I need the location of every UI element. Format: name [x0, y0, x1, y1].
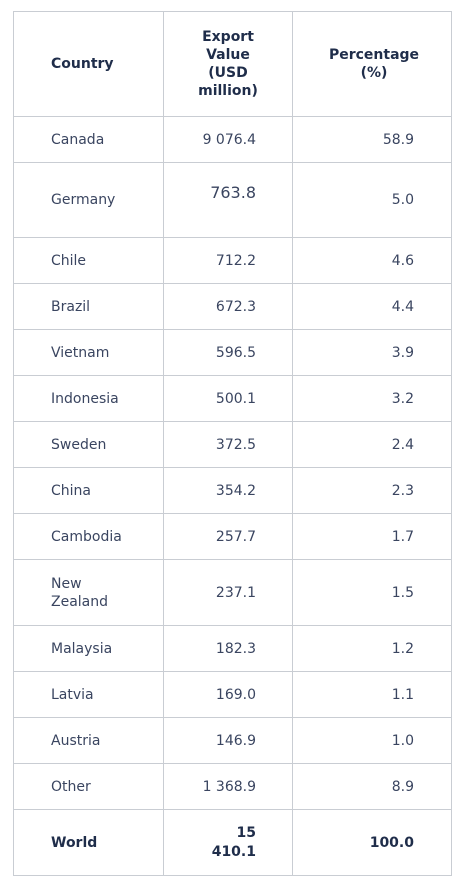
- cell-percentage: 3.9: [292, 329, 452, 376]
- table-row: China 354.2 2.3: [13, 467, 452, 514]
- cell-export-value: 354.2: [163, 467, 293, 514]
- cell-export-value: 763.8: [163, 162, 293, 238]
- cell-export-value: 712.2: [163, 237, 293, 284]
- cell-country: Cambodia: [13, 513, 164, 560]
- cell-total-label: World: [13, 809, 164, 876]
- cell-percentage: 1.0: [292, 717, 452, 764]
- export-table: Country Export Value (USD million) Perce…: [13, 11, 452, 876]
- header-export-value-line: Value: [206, 47, 250, 63]
- cell-country-line: New: [51, 575, 82, 592]
- cell-percentage: 5.0: [292, 162, 452, 238]
- cell-export-value: 146.9: [163, 717, 293, 764]
- cell-country: Indonesia: [13, 375, 164, 422]
- table-row: Malaysia 182.3 1.2: [13, 625, 452, 672]
- cell-total-percentage: 100.0: [292, 809, 452, 876]
- cell-percentage: 4.6: [292, 237, 452, 284]
- cell-total-value-line: 15: [236, 824, 256, 841]
- cell-country: Latvia: [13, 671, 164, 718]
- cell-export-value: 257.7: [163, 513, 293, 560]
- cell-country: Canada: [13, 116, 164, 163]
- cell-percentage: 3.2: [292, 375, 452, 422]
- header-export-value: Export Value (USD million): [163, 11, 293, 117]
- header-export-value-line: million): [198, 83, 258, 99]
- cell-country: Sweden: [13, 421, 164, 468]
- header-percentage: Percentage (%): [292, 11, 452, 117]
- table-row: Austria 146.9 1.0: [13, 717, 452, 764]
- header-percentage-line: Percentage: [328, 47, 420, 63]
- cell-country: Malaysia: [13, 625, 164, 672]
- cell-country: Brazil: [13, 283, 164, 330]
- cell-country-line: Zealand: [51, 593, 109, 610]
- header-percentage-line: (%): [360, 65, 388, 81]
- cell-country: Chile: [13, 237, 164, 284]
- cell-percentage: 1.1: [292, 671, 452, 718]
- table-row: Chile 712.2 4.6: [13, 237, 452, 284]
- cell-export-value: 1 368.9: [163, 763, 293, 810]
- table-row: Brazil 672.3 4.4: [13, 283, 452, 330]
- cell-country: Austria: [13, 717, 164, 764]
- table-row: Latvia 169.0 1.1: [13, 671, 452, 718]
- cell-percentage: 2.3: [292, 467, 452, 514]
- table-row: New Zealand 237.1 1.5: [13, 559, 452, 626]
- cell-country: Vietnam: [13, 329, 164, 376]
- cell-country: Germany: [13, 162, 164, 238]
- cell-percentage: 2.4: [292, 421, 452, 468]
- cell-country: Other: [13, 763, 164, 810]
- cell-export-value: 237.1: [163, 559, 293, 626]
- cell-percentage: 58.9: [292, 116, 452, 163]
- cell-total-value: 15 410.1: [163, 809, 293, 876]
- cell-export-value: 500.1: [163, 375, 293, 422]
- cell-percentage: 8.9: [292, 763, 452, 810]
- cell-export-value: 596.5: [163, 329, 293, 376]
- cell-percentage: 1.5: [292, 559, 452, 626]
- cell-percentage: 1.7: [292, 513, 452, 560]
- table-row: Vietnam 596.5 3.9: [13, 329, 452, 376]
- cell-export-value: 672.3: [163, 283, 293, 330]
- table-row: Germany 763.8 5.0: [13, 162, 452, 238]
- table-row: Canada 9 076.4 58.9: [13, 116, 452, 163]
- cell-export-value: 9 076.4: [163, 116, 293, 163]
- table-row: Sweden 372.5 2.4: [13, 421, 452, 468]
- cell-export-value: 372.5: [163, 421, 293, 468]
- table-header-row: Country Export Value (USD million) Perce…: [13, 11, 452, 117]
- table-row: Indonesia 500.1 3.2: [13, 375, 452, 422]
- cell-export-value-text: 763.8: [210, 182, 256, 202]
- cell-percentage: 4.4: [292, 283, 452, 330]
- table-row: Other 1 368.9 8.9: [13, 763, 452, 810]
- header-country: Country: [13, 11, 164, 117]
- table-total-row: World 15 410.1 100.0: [13, 809, 452, 876]
- export-table-container: Country Export Value (USD million) Perce…: [13, 11, 452, 876]
- cell-total-value-line: 410.1: [211, 843, 256, 860]
- cell-percentage: 1.2: [292, 625, 452, 672]
- cell-export-value: 169.0: [163, 671, 293, 718]
- cell-country: China: [13, 467, 164, 514]
- header-export-value-line: Export: [202, 29, 254, 45]
- table-row: Cambodia 257.7 1.7: [13, 513, 452, 560]
- header-export-value-line: (USD: [208, 65, 248, 81]
- cell-export-value: 182.3: [163, 625, 293, 672]
- cell-country: New Zealand: [13, 559, 164, 626]
